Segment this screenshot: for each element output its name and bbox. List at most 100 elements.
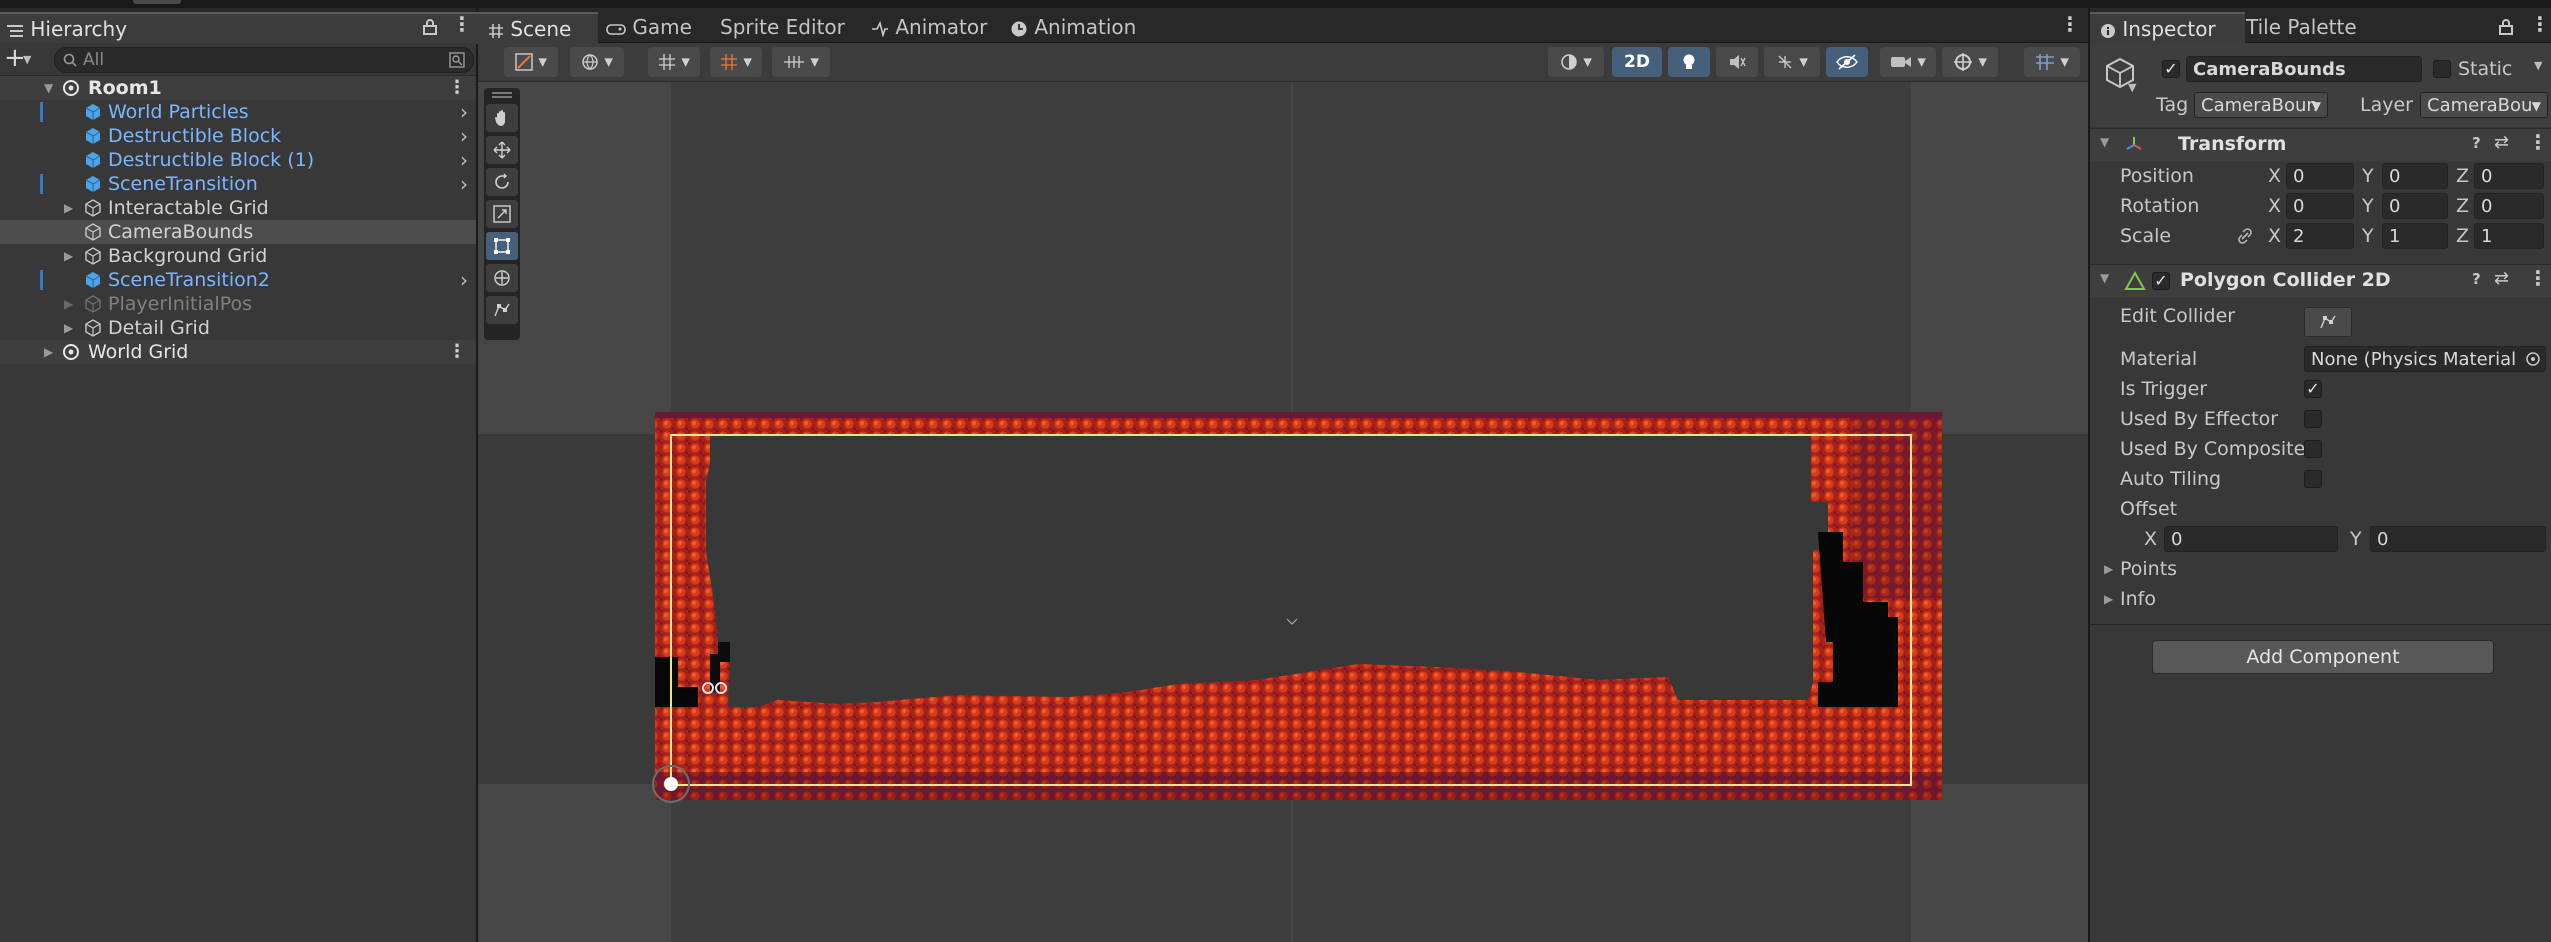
position-z-field[interactable]: 0 [2474,163,2544,189]
global-local-dropdown[interactable]: ▾ [570,47,624,77]
used-by-composite-checkbox[interactable] [2304,440,2322,458]
icon-dropdown-arrow-icon[interactable]: ▼ [2128,81,2137,94]
polygon-collider-header[interactable]: ▼ ✓ Polygon Collider 2D ? ⇄ ⋮ [2090,264,2551,297]
position-x-field[interactable]: 0 [2286,163,2354,189]
axis-z-label[interactable]: Z [2456,225,2470,247]
collapse-arrow-icon[interactable]: ▼ [2100,135,2110,149]
hierarchy-row-destructible-block-1[interactable]: Destructible Block (1) › [0,148,476,172]
tab-inspector[interactable]: Inspector [2090,12,2245,44]
tab-animation[interactable]: Animation [1000,12,1146,42]
tab-hierarchy[interactable]: Hierarchy [0,12,480,44]
collider-enabled-checkbox[interactable]: ✓ [2152,272,2170,290]
scale-x-field[interactable]: 2 [2286,223,2354,249]
add-component-button[interactable]: Add Component [2152,640,2494,674]
expand-arrow-icon[interactable]: ▶ [2104,562,2114,576]
expand-arrow-icon[interactable]: ▶ [64,297,74,311]
scale-z-field[interactable]: 1 [2474,223,2544,249]
incremental-snap-dropdown[interactable]: ▾ [710,47,762,77]
overlay-dropdown[interactable]: ▾ [2024,47,2080,77]
search-by-type-icon[interactable] [449,52,465,68]
tab-tile-palette[interactable]: Tile Palette [2236,12,2367,42]
axis-x-label[interactable]: X [2268,225,2282,247]
tag-dropdown[interactable]: CameraBoun ▼ [2194,92,2328,118]
add-button[interactable]: + [4,43,26,73]
position-y-field[interactable]: 0 [2382,163,2448,189]
edit-collider-button[interactable] [2304,307,2352,337]
gizmos-dropdown[interactable]: ▾ [1942,47,1998,77]
material-field[interactable]: None (Physics Material [2304,346,2546,372]
mode-2d-toggle[interactable]: 2D [1612,47,1662,77]
auto-tiling-checkbox[interactable] [2304,470,2322,488]
hierarchy-row-background-grid[interactable]: ▶ Background Grid [0,244,476,268]
palette-grip[interactable] [492,92,512,94]
axis-x-label[interactable]: X [2268,165,2282,187]
rect-tool-icon[interactable] [486,232,518,260]
expand-arrow-icon[interactable]: ▶ [64,201,74,215]
lighting-toggle[interactable] [1668,47,1710,77]
expand-arrow-icon[interactable]: ▶ [64,249,74,263]
constrain-proportions-link-icon[interactable] [2236,227,2254,245]
move-tool-icon[interactable] [486,136,518,164]
open-prefab-chevron-icon[interactable]: › [460,148,468,172]
axis-y-label[interactable]: Y [2362,195,2374,217]
scene-visibility-toggle[interactable] [1826,47,1868,77]
scene-viewport[interactable] [478,82,2088,942]
transform-tool-icon[interactable] [486,264,518,292]
hand-tool-icon[interactable] [486,104,518,132]
offset-y-field[interactable]: 0 [2370,526,2546,552]
expand-arrow-icon[interactable]: ▶ [2104,592,2114,606]
tab-sprite-editor[interactable]: Sprite Editor [710,12,855,42]
info-foldout[interactable]: ▶ Info [2090,586,2551,614]
tab-game[interactable]: Game [596,12,702,42]
scale-y-field[interactable]: 1 [2382,223,2448,249]
offset-x-field[interactable]: 0 [2164,526,2338,552]
scale-tool-icon[interactable] [486,200,518,228]
active-checkbox[interactable]: ✓ [2162,60,2180,78]
add-dropdown-arrow-icon[interactable]: ▼ [23,53,32,66]
expand-arrow-icon[interactable]: ▶ [44,345,54,359]
lock-icon[interactable] [423,19,437,35]
effects-dropdown[interactable]: ▾ [1764,47,1820,77]
expand-arrow-icon[interactable]: ▼ [44,81,54,95]
hierarchy-row-camera-bounds[interactable]: CameraBounds [0,220,476,244]
axis-y-label[interactable]: Y [2362,165,2374,187]
shading-dropdown[interactable]: ▾ [1548,47,1604,77]
collapse-arrow-icon[interactable]: ▼ [2100,271,2110,285]
object-name-field[interactable]: CameraBounds [2186,56,2422,82]
rotate-tool-icon[interactable] [486,168,518,196]
points-foldout[interactable]: ▶ Points [2090,556,2551,584]
hierarchy-row-detail-grid[interactable]: ▶ Detail Grid [0,316,476,340]
help-icon[interactable]: ? [2472,134,2481,152]
grid-snap-dropdown[interactable]: ▾ [648,47,700,77]
draw-mode-dropdown[interactable]: ▾ [504,47,558,77]
axis-z-label[interactable]: Z [2456,195,2470,217]
row-kebab-icon[interactable]: ⋮ [448,77,466,98]
hierarchy-row-world-grid[interactable]: ▶ World Grid ⋮ [0,340,476,364]
hierarchy-row-world-particles[interactable]: World Particles › [0,100,476,124]
hierarchy-row-room1[interactable]: ▼ Room1 ⋮ [0,76,476,100]
hierarchy-row-scene-transition-2[interactable]: SceneTransition2 › [0,268,476,292]
kebab-menu-icon[interactable]: ⋮ [2060,12,2080,36]
static-checkbox[interactable] [2433,60,2451,78]
axis-x-label[interactable]: X [2268,195,2282,217]
top-strip-button[interactable] [133,0,181,4]
camera-dropdown[interactable]: ▾ [1880,47,1936,77]
row-kebab-icon[interactable]: ⋮ [448,341,466,362]
kebab-menu-icon[interactable]: ⋮ [452,12,472,36]
axis-y-label[interactable]: Y [2350,528,2362,550]
hierarchy-row-player-initial-pos[interactable]: ▶ PlayerInitialPos [0,292,476,316]
help-icon[interactable]: ? [2472,270,2481,288]
presets-icon[interactable]: ⇄ [2494,132,2510,153]
transform-header[interactable]: ▼ Transform ? ⇄ ⋮ [2090,128,2551,161]
rotation-x-field[interactable]: 0 [2286,193,2354,219]
custom-tool-icon[interactable] [486,296,518,324]
rotation-y-field[interactable]: 0 [2382,193,2448,219]
open-prefab-chevron-icon[interactable]: › [460,268,468,292]
presets-icon[interactable]: ⇄ [2494,268,2510,289]
lock-icon[interactable] [2499,19,2513,35]
axis-z-label[interactable]: Z [2456,165,2470,187]
axis-y-label[interactable]: Y [2362,225,2374,247]
tab-scene[interactable]: Scene [478,12,598,44]
rotation-z-field[interactable]: 0 [2474,193,2544,219]
audio-toggle[interactable] [1716,47,1758,77]
